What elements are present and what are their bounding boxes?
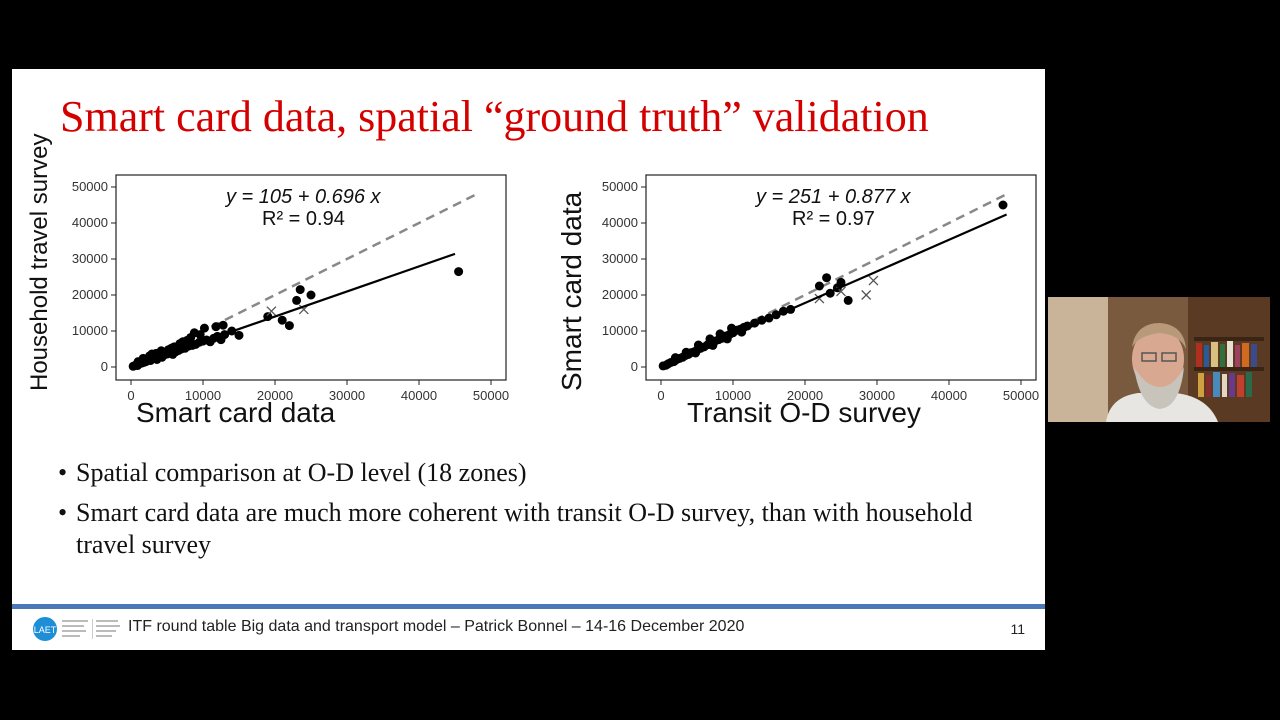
regression-equation: y = 251 + 0.877 x (754, 186, 912, 208)
data-point (195, 330, 205, 340)
x-axis-title: Smart card data (136, 397, 336, 428)
laet-logo-text: LAET (34, 625, 57, 635)
data-point (186, 332, 196, 342)
scatter-chart-smartcard-vs-transit: 0 0 10000 10000 20000 20000 30000 30000 40000 400… (542, 165, 1045, 445)
laet-logo: LAET (33, 617, 120, 641)
data-point (218, 320, 228, 330)
y-tick-label: 30000 (72, 251, 108, 266)
y-tick-label: 0 (631, 359, 638, 374)
data-point (454, 267, 464, 277)
regression-line (130, 252, 456, 368)
data-point (836, 277, 846, 287)
outlier-point (861, 290, 872, 300)
r-squared-label: R² = 0.97 (792, 208, 875, 230)
data-point (292, 295, 302, 305)
y-tick-label: 10000 (602, 323, 638, 338)
scatter-chart-household-vs-smartcard: 0 0 10000 10000 20000 20000 30000 30000 40000 400… (12, 134, 522, 445)
page-number: 11 (1010, 621, 1025, 637)
y-tick-label: 40000 (602, 215, 638, 230)
x-tick-label: 0 (657, 388, 664, 403)
data-point (295, 285, 305, 295)
data-point (843, 295, 853, 305)
data-point (211, 322, 221, 332)
bullet-text: Smart card data are much more coherent w… (76, 498, 973, 559)
x-tick-label: 0 (127, 388, 134, 403)
data-point (277, 315, 287, 325)
slide: Smart card data, spatial “ground truth” … (12, 69, 1045, 650)
data-point (715, 329, 725, 339)
y-tick-label: 30000 (602, 251, 638, 266)
footer-text: ITF round table Big data and transport m… (128, 618, 745, 635)
x-tick-label: 50000 (473, 388, 509, 403)
footer-divider (12, 604, 1045, 609)
x-axis-title: Transit O-D survey (687, 397, 921, 428)
r-squared-label: R² = 0.94 (262, 208, 345, 230)
x-tick-label: 10000 (715, 388, 751, 403)
x-tick-label: 30000 (329, 388, 365, 403)
chart-svg: 0 0 10000 10000 20000 20000 30000 30000 40000 400… (72, 174, 509, 403)
bullet-dot: • (58, 498, 68, 527)
y-tick-label: 20000 (72, 287, 108, 302)
data-point (147, 349, 157, 359)
data-point (156, 346, 166, 356)
data-point (284, 321, 294, 331)
bullet-item: • Smart card data are much more coherent… (58, 497, 1018, 561)
data-point (727, 323, 737, 333)
x-tick-label: 10000 (185, 388, 221, 403)
bullet-list: • Spatial comparison at O-D level (18 zo… (58, 457, 1018, 569)
data-point (814, 281, 824, 291)
x-tick-label: 20000 (257, 388, 293, 403)
slide-title: Smart card data, spatial “ground truth” … (60, 92, 929, 141)
y-tick-label: 40000 (72, 215, 108, 230)
x-tick-label: 50000 (1003, 388, 1039, 403)
y-tick-label: 10000 (72, 323, 108, 338)
presenter-video-image (1048, 297, 1270, 422)
data-point (166, 343, 176, 353)
y-tick-label: 20000 (602, 287, 638, 302)
y-axis-title: Smart card data (556, 191, 587, 391)
data-point (234, 330, 244, 340)
y-tick-label: 0 (101, 359, 108, 374)
x-tick-label: 30000 (859, 388, 895, 403)
data-point (306, 290, 316, 300)
bullet-text: Spatial comparison at O-D level (18 zone… (76, 458, 527, 487)
data-point (822, 273, 832, 283)
presenter-webcam (1048, 297, 1270, 422)
data-point (199, 323, 209, 333)
data-point (998, 200, 1008, 210)
y-tick-label: 50000 (72, 179, 108, 194)
outlier-point (868, 275, 879, 286)
y-tick-label: 50000 (602, 179, 638, 194)
data-point (693, 340, 703, 350)
x-tick-label: 20000 (787, 388, 823, 403)
outlier-point (266, 306, 277, 317)
bullet-item: • Spatial comparison at O-D level (18 zo… (58, 457, 1018, 489)
regression-equation: y = 105 + 0.696 x (224, 186, 382, 208)
chart-svg: 0 0 10000 10000 20000 20000 30000 30000 40000 400… (602, 174, 1039, 403)
y-axis-title: Household travel survey (26, 133, 53, 391)
regression-line (660, 213, 1008, 368)
x-tick-label: 40000 (401, 388, 437, 403)
bullet-dot: • (58, 458, 68, 487)
x-tick-label: 40000 (931, 388, 967, 403)
